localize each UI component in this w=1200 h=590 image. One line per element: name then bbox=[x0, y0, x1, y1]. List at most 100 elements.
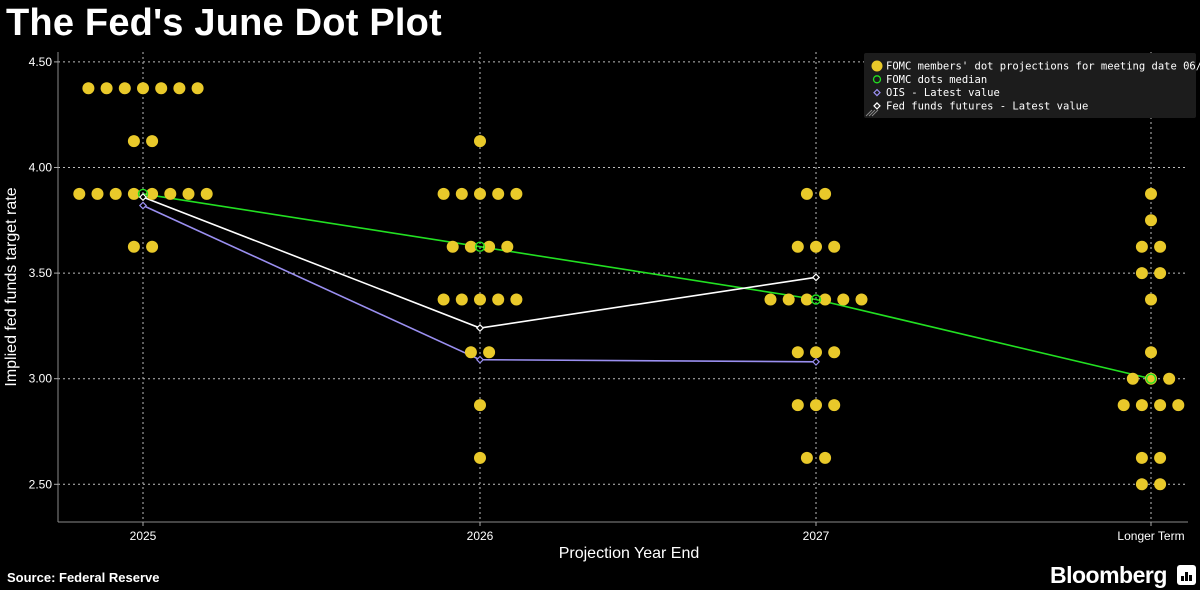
legend-ois-icon bbox=[873, 88, 881, 97]
fomc-dot bbox=[791, 399, 804, 412]
y-tick-label: 3.50 bbox=[29, 266, 53, 280]
fomc-dot bbox=[791, 240, 804, 253]
fomc-dot bbox=[1154, 399, 1167, 412]
legend-futures-icon bbox=[873, 102, 881, 110]
fomc-dot bbox=[1154, 478, 1167, 491]
series-markers bbox=[137, 188, 1157, 384]
fomc-dot bbox=[137, 82, 149, 95]
x-tick-label: Longer Term bbox=[1117, 529, 1184, 543]
fomc-dot bbox=[1135, 267, 1148, 280]
fomc-dot bbox=[455, 293, 468, 306]
x-tick-labels: 2025 2026 2027 Longer Term bbox=[130, 522, 1185, 543]
fomc-dot bbox=[1154, 267, 1167, 280]
x-axis-label: Projection Year End bbox=[559, 545, 700, 562]
fomc-dot bbox=[1163, 372, 1176, 385]
fomc-dot bbox=[464, 346, 477, 359]
fomc-dot bbox=[1135, 399, 1148, 412]
fomc-dot bbox=[819, 451, 832, 464]
fomc-dot bbox=[91, 187, 104, 200]
fomc-dot bbox=[191, 82, 204, 95]
fomc-dot bbox=[146, 240, 159, 253]
series-lines bbox=[142, 193, 1152, 380]
fomc-dot bbox=[446, 240, 459, 253]
fomc-dot bbox=[474, 187, 486, 200]
fomc-dot bbox=[510, 293, 523, 306]
ois-marker bbox=[475, 355, 485, 364]
fomc-dot bbox=[1172, 399, 1185, 412]
fomc-dot bbox=[1135, 240, 1148, 253]
fomc-dot bbox=[173, 82, 186, 95]
futures-marker bbox=[811, 273, 821, 282]
fomc-dot bbox=[437, 187, 450, 200]
fomc-dot bbox=[819, 187, 832, 200]
y-tick-label: 3.00 bbox=[29, 372, 53, 386]
x-tick-label: 2025 bbox=[130, 529, 157, 543]
fomc-dot bbox=[118, 82, 131, 95]
fomc-dot bbox=[1145, 293, 1157, 306]
ois-marker bbox=[811, 357, 821, 366]
x-tick-label: 2026 bbox=[467, 529, 494, 543]
y-tick-label: 4.00 bbox=[29, 161, 53, 175]
legend-resize-icon[interactable] bbox=[865, 109, 879, 117]
fomc-dot bbox=[1135, 478, 1148, 491]
futures-marker bbox=[475, 323, 485, 333]
fomc-dot bbox=[155, 82, 168, 95]
fomc-dot bbox=[501, 240, 514, 253]
fomc-dot bbox=[127, 240, 140, 253]
brand-logo-text: Bloomberg bbox=[1050, 562, 1167, 588]
fomc-dot bbox=[437, 293, 450, 306]
fomc-dot bbox=[510, 187, 523, 200]
fomc-dot bbox=[828, 240, 841, 253]
source-note: Source: Federal Reserve bbox=[7, 570, 160, 585]
fomc-dot bbox=[764, 293, 777, 306]
fomc-dot bbox=[464, 240, 477, 253]
legend-median-icon bbox=[872, 75, 882, 84]
fomc-dot bbox=[492, 293, 505, 306]
y-tick-labels: 4.50 4.00 3.50 3.00 2.50 bbox=[29, 55, 58, 491]
fomc-dot bbox=[474, 399, 486, 412]
fomc-dot bbox=[73, 187, 86, 200]
fomc-dot bbox=[109, 187, 122, 200]
fomc-dot bbox=[1145, 187, 1157, 200]
fomc-dot bbox=[800, 187, 813, 200]
fomc-dot bbox=[100, 82, 113, 95]
fomc-dot bbox=[1117, 399, 1130, 412]
ois-marker bbox=[138, 201, 148, 210]
fomc-dot bbox=[1126, 372, 1139, 385]
fomc-dot bbox=[1135, 451, 1148, 464]
fomc-dot bbox=[855, 293, 868, 306]
bloomberg-terminal-icon bbox=[1177, 565, 1196, 585]
chart-title: The Fed's June Dot Plot bbox=[6, 2, 442, 44]
fomc-dot bbox=[200, 187, 213, 200]
dot-projections bbox=[73, 82, 1185, 491]
median-line bbox=[142, 193, 1152, 380]
fomc-dot bbox=[474, 135, 486, 148]
fomc-dot bbox=[182, 187, 195, 200]
futures-marker bbox=[138, 193, 148, 202]
fomc-dot bbox=[791, 346, 804, 359]
axes bbox=[57, 52, 1188, 523]
legend-box bbox=[864, 53, 1196, 118]
y-tick-label: 4.50 bbox=[29, 55, 53, 69]
fomc-dot bbox=[828, 399, 841, 412]
median-marker bbox=[474, 241, 486, 252]
legend-dot-icon bbox=[871, 60, 883, 72]
fomc-dot bbox=[819, 293, 832, 306]
fomc-dot bbox=[474, 293, 486, 306]
x-tick-label: 2027 bbox=[803, 529, 830, 543]
fomc-dot bbox=[483, 240, 496, 253]
fomc-dot bbox=[800, 293, 813, 306]
fomc-dot bbox=[127, 135, 140, 148]
fomc-dot bbox=[127, 187, 140, 200]
median-marker bbox=[1145, 373, 1157, 384]
fomc-dot bbox=[828, 346, 841, 359]
legend-label: FOMC members' dot projections for meetin… bbox=[886, 61, 1200, 73]
legend-label: OIS - Latest value bbox=[886, 87, 1000, 99]
fomc-dot bbox=[800, 451, 813, 464]
fomc-dot bbox=[146, 187, 159, 200]
legend-label: Fed funds futures - Latest value bbox=[886, 100, 1088, 112]
y-axis-label: Implied fed funds target rate bbox=[3, 187, 20, 386]
fomc-dot bbox=[455, 187, 468, 200]
median-marker bbox=[810, 294, 822, 305]
